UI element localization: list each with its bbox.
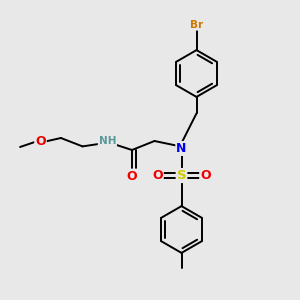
Text: O: O: [200, 169, 211, 182]
Text: N: N: [176, 142, 187, 155]
Text: O: O: [127, 169, 137, 183]
Text: O: O: [152, 169, 163, 182]
Text: NH: NH: [99, 136, 116, 146]
Text: S: S: [177, 169, 186, 182]
Text: O: O: [35, 135, 46, 148]
Text: Br: Br: [190, 20, 203, 30]
